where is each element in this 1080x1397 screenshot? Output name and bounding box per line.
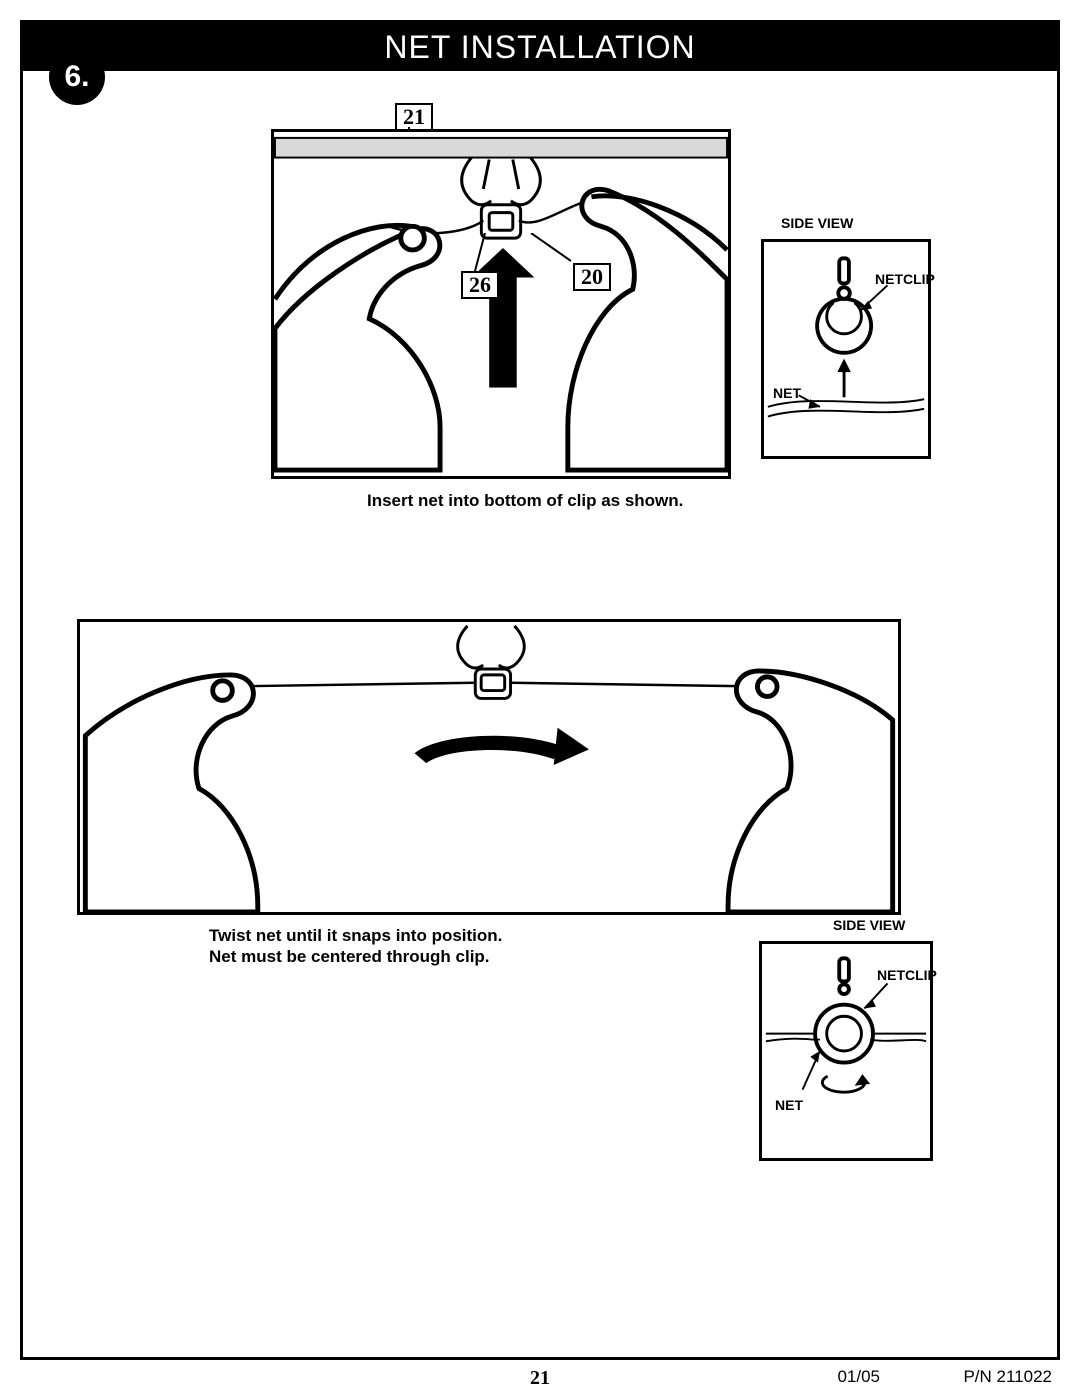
part-number: P/N 211022 <box>963 1367 1052 1387</box>
callout-leaders <box>461 233 611 273</box>
netclip-label-2: NETCLIP <box>877 967 937 983</box>
page-footer: 21 01/05 P/N 211022 <box>0 1367 1080 1391</box>
callout-26: 26 <box>461 271 499 299</box>
caption-2-line2: Net must be centered through clip. <box>209 947 490 967</box>
page-number: 21 <box>530 1367 550 1390</box>
main-illustration-1 <box>271 129 731 479</box>
caption-2-line1: Twist net until it snaps into position. <box>209 925 502 947</box>
step-number: 6. <box>49 49 105 105</box>
side-view-title-2: SIDE VIEW <box>833 917 905 933</box>
footer-date: 01/05 <box>837 1367 880 1387</box>
net-label-1: NET <box>773 385 801 401</box>
callout-21: 21 <box>395 103 433 131</box>
netclip-label-1: NETCLIP <box>875 271 935 287</box>
net-label-2: NET <box>775 1097 803 1113</box>
main-illustration-2 <box>77 619 901 915</box>
caption-1: Insert net into bottom of clip as shown. <box>367 491 683 511</box>
side-view-title-1: SIDE VIEW <box>781 215 853 231</box>
page-title: NET INSTALLATION <box>23 23 1057 71</box>
